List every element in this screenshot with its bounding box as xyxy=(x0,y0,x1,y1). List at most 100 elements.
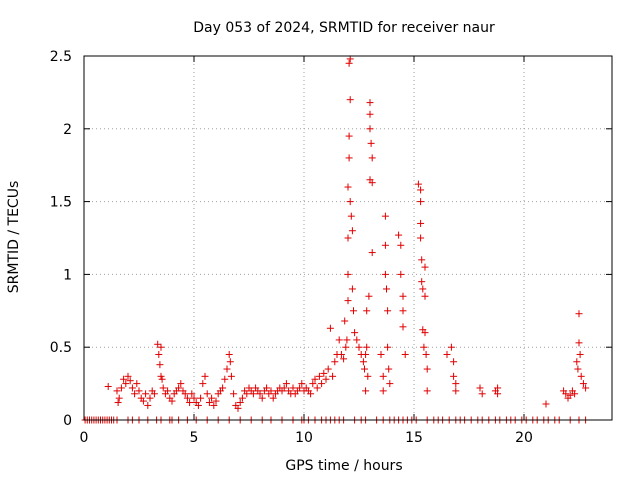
data-point xyxy=(307,390,315,398)
data-point xyxy=(345,154,353,162)
data-point xyxy=(227,372,235,380)
data-point xyxy=(399,307,407,315)
data-point xyxy=(114,399,122,407)
data-point xyxy=(348,227,356,235)
data-point xyxy=(225,350,233,358)
data-point xyxy=(566,391,574,399)
data-point xyxy=(194,401,202,409)
data-point xyxy=(363,307,371,315)
data-point xyxy=(315,372,323,380)
data-point xyxy=(289,384,297,392)
x-axis-label: GPS time / hours xyxy=(285,458,402,474)
data-point xyxy=(221,375,229,383)
data-point xyxy=(582,384,590,392)
data-point xyxy=(347,212,355,220)
data-point xyxy=(383,285,390,293)
data-point xyxy=(210,401,218,409)
data-point xyxy=(205,399,213,407)
x-tick-label: 10 xyxy=(295,430,313,446)
data-point xyxy=(363,343,371,351)
data-point xyxy=(345,59,353,67)
data-point xyxy=(175,384,183,392)
data-point xyxy=(201,372,209,380)
data-point xyxy=(418,256,426,264)
data-point xyxy=(236,399,244,407)
y-tick-label: 1 xyxy=(63,267,72,283)
data-point xyxy=(331,358,339,366)
data-point xyxy=(157,343,165,351)
data-point xyxy=(144,401,152,409)
data-point xyxy=(351,329,359,337)
data-point xyxy=(576,350,584,358)
data-point xyxy=(159,384,167,392)
data-point xyxy=(417,186,425,194)
data-point xyxy=(258,394,266,402)
data-point xyxy=(384,307,392,315)
data-point xyxy=(364,372,372,380)
data-point xyxy=(384,343,392,351)
data-point xyxy=(417,198,425,206)
data-point xyxy=(226,358,234,366)
data-point xyxy=(395,231,403,239)
data-point xyxy=(397,241,405,249)
data-point xyxy=(401,350,409,358)
x-tick-label: 15 xyxy=(405,430,423,446)
data-point xyxy=(128,384,136,392)
data-point xyxy=(113,387,121,395)
data-point xyxy=(238,394,246,402)
data-point xyxy=(199,380,207,388)
data-point xyxy=(120,375,128,383)
data-point xyxy=(355,343,363,351)
data-point xyxy=(417,219,425,227)
data-point xyxy=(337,350,345,358)
data-point xyxy=(324,365,332,373)
data-point xyxy=(494,390,502,398)
data-point xyxy=(366,125,374,133)
data-point xyxy=(452,387,460,395)
data-point xyxy=(423,387,431,395)
axis-ticks: 0 5 10 15 20 0 0.5 1 1.5 2 2.5 xyxy=(50,49,612,446)
data-point xyxy=(362,350,370,358)
data-point xyxy=(168,397,176,405)
data-point xyxy=(234,404,242,412)
plot-frame xyxy=(83,55,613,421)
data-point xyxy=(577,372,585,380)
data-point xyxy=(263,384,271,392)
data-point xyxy=(311,375,319,383)
data-point xyxy=(421,329,429,337)
data-point xyxy=(420,343,428,351)
data-point xyxy=(365,292,373,300)
data-point xyxy=(379,372,387,380)
data-point xyxy=(417,234,425,242)
data-point xyxy=(368,249,376,257)
data-point xyxy=(579,380,587,388)
data-point xyxy=(422,350,430,358)
data-point xyxy=(341,317,349,325)
data-point xyxy=(367,139,375,147)
y-tick-label: 2 xyxy=(63,122,72,138)
data-point xyxy=(320,369,328,377)
data-point xyxy=(280,384,288,392)
data-point xyxy=(344,270,352,278)
data-point xyxy=(348,285,356,293)
data-point xyxy=(571,390,579,398)
data-point xyxy=(562,390,570,398)
data-point xyxy=(368,154,376,162)
data-point xyxy=(212,397,220,405)
y-tick-label: 0.5 xyxy=(50,340,72,356)
data-point xyxy=(362,387,370,395)
data-point xyxy=(381,241,389,249)
data-point xyxy=(296,384,304,392)
data-point xyxy=(478,390,486,398)
data-point xyxy=(368,179,376,187)
data-point xyxy=(155,350,163,358)
x-tick-label: 0 xyxy=(80,430,89,446)
data-point xyxy=(203,390,211,398)
y-tick-label: 0 xyxy=(63,413,72,429)
data-point xyxy=(381,212,389,220)
data-point xyxy=(361,365,368,373)
data-point xyxy=(344,297,352,305)
data-point xyxy=(150,390,158,398)
data-point xyxy=(256,390,264,398)
